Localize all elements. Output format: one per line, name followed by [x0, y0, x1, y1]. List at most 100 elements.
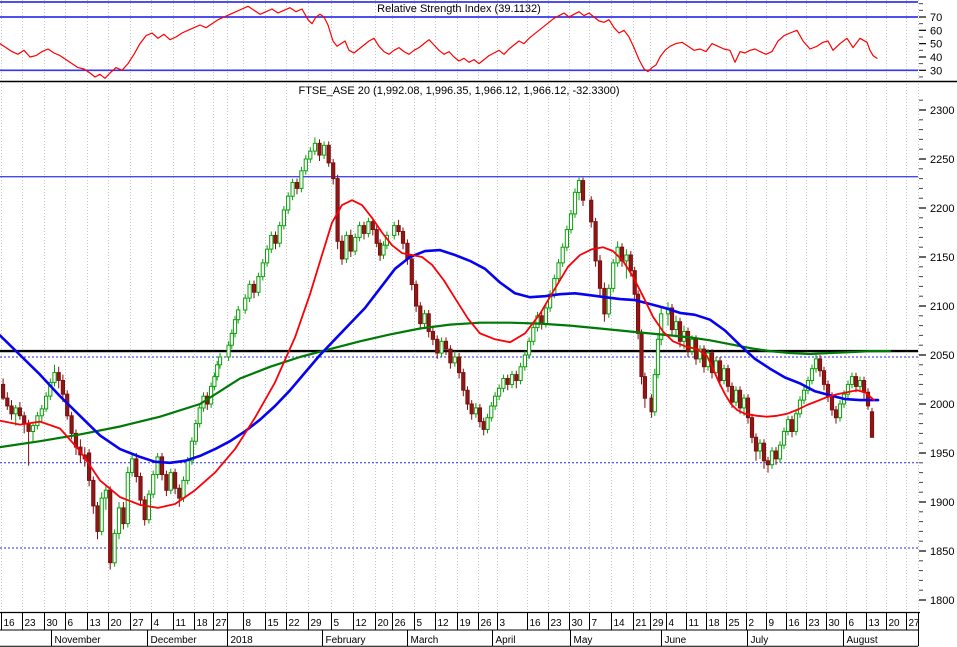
week-tick-label: 30 [829, 618, 841, 629]
candle-body [99, 497, 104, 532]
candle-body [422, 313, 427, 325]
candle-body [685, 331, 691, 352]
candle-body [260, 262, 265, 278]
month-label: December [151, 635, 198, 646]
candle-body [317, 142, 322, 156]
candle-body [717, 360, 723, 381]
candle-body [322, 144, 327, 156]
candle-body [564, 229, 569, 248]
candle-body [576, 180, 582, 193]
candle-body [277, 225, 282, 244]
candle-body [108, 489, 113, 564]
candle-body [426, 313, 431, 332]
candle-body [56, 372, 61, 381]
candle-body [353, 236, 358, 252]
candle-body [757, 442, 763, 452]
candle-body [861, 380, 867, 393]
rsi-axis-label: 40 [930, 52, 942, 64]
candle-body [286, 195, 291, 211]
week-tick-label: 27 [133, 618, 145, 629]
candle-body [749, 417, 755, 438]
month-label: November [55, 635, 102, 646]
candle-body [849, 376, 855, 385]
candle-body [331, 162, 336, 180]
candle-body [642, 376, 647, 399]
candle-body [837, 403, 843, 419]
week-tick-label: 29 [653, 618, 665, 629]
candle-body [741, 397, 747, 409]
week-tick-label: 5 [334, 618, 340, 629]
price-axis-label: 2150 [930, 252, 954, 264]
candle-body [294, 182, 300, 189]
week-tick-label: 20 [889, 618, 901, 629]
week-tick-label: 21 [636, 618, 648, 629]
candle-body [181, 479, 186, 499]
candle-body [697, 348, 703, 360]
candle-body [677, 321, 683, 342]
candle-body [30, 425, 36, 433]
candle-body [624, 254, 629, 262]
candle-body [381, 244, 386, 256]
candle-body [159, 456, 165, 475]
candle-body [366, 221, 371, 234]
rsi-axis-label: 30 [930, 65, 942, 77]
candle-body [357, 225, 362, 238]
candle-body [543, 307, 548, 325]
price-axis-label: 2100 [930, 301, 954, 313]
week-tick-label: 25 [729, 618, 741, 629]
candle-body [531, 327, 536, 342]
candle-body [299, 170, 304, 189]
candle-body [733, 389, 739, 403]
candle-body [339, 240, 345, 260]
month-label: July [751, 635, 769, 646]
candle-body [597, 260, 603, 289]
candle-body [493, 395, 498, 407]
candle-body [400, 231, 406, 244]
candle-body [489, 405, 494, 419]
candle-body [556, 262, 561, 280]
candle-body [130, 458, 135, 474]
price-axis-label: 1800 [930, 595, 954, 607]
month-label: August [847, 635, 878, 646]
candle-body [485, 417, 490, 431]
candle-body [414, 283, 419, 307]
week-tick-label: 20 [111, 618, 123, 629]
candle-body [168, 472, 173, 491]
candle-body [457, 356, 462, 374]
candle-body [501, 378, 506, 389]
candle-body [518, 366, 523, 381]
week-tick-label: 5 [417, 618, 423, 629]
candle-body [312, 142, 317, 152]
candle-body [829, 395, 835, 411]
week-tick-label: 26 [395, 618, 407, 629]
candle-body [121, 507, 126, 525]
price-axis-label: 1900 [930, 497, 954, 509]
week-tick-label: 2 [749, 618, 755, 629]
candle-body [5, 397, 10, 407]
candle-body [639, 332, 644, 377]
candle-body [673, 321, 679, 331]
candle-body [689, 338, 695, 352]
candle-body [833, 409, 839, 419]
candle-body [91, 479, 96, 507]
price-axis-label: 2050 [930, 350, 954, 362]
candle-body [215, 364, 220, 378]
candle-body [17, 407, 22, 417]
candle-body [809, 368, 815, 382]
candle-body [448, 348, 453, 364]
candle-body [821, 370, 827, 385]
candle-body [701, 348, 707, 368]
month-label: 2018 [231, 635, 254, 646]
candle-body [655, 338, 661, 376]
candle-body [265, 248, 270, 264]
candle-body [374, 229, 379, 244]
candle-body [142, 499, 147, 521]
week-tick-label: 8 [246, 618, 252, 629]
price-axis-label: 2250 [930, 154, 954, 166]
candle-body [773, 450, 779, 460]
candle-body [845, 383, 851, 395]
week-tick-label: 23 [551, 618, 563, 629]
candle-body [116, 507, 122, 534]
ma-fast-red [0, 199, 875, 509]
week-tick-label: 26 [481, 618, 493, 629]
